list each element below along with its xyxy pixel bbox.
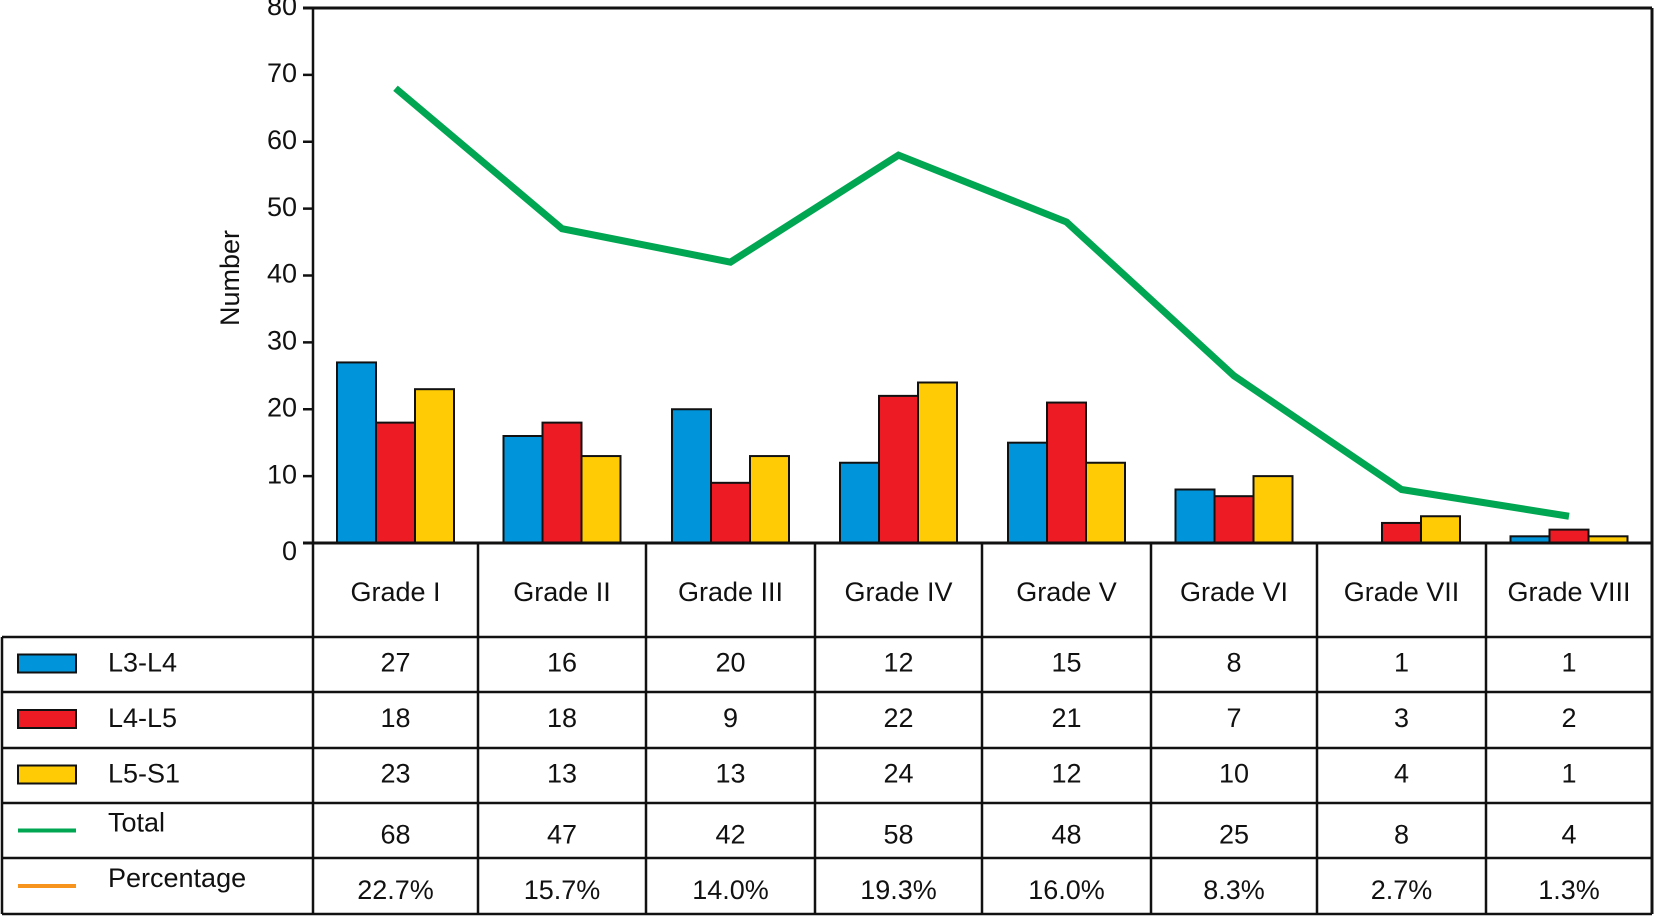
bar-l3-l4-4: [839, 461, 880, 544]
total-line: [393, 85, 1570, 520]
y-tick-label: 20: [267, 392, 297, 422]
legend-swatch-l5-s1: [17, 764, 77, 785]
legend-swatch-l3-l4: [17, 653, 77, 674]
y-tick-label: 40: [267, 259, 297, 289]
table-cell: 16: [547, 648, 577, 678]
bar-l5-s1-7: [1420, 515, 1461, 544]
table-cell: 1: [1561, 759, 1576, 789]
bar-l4-l5-4: [878, 394, 919, 544]
legend-label: L5-S1: [108, 759, 180, 789]
table-cell: 2: [1561, 703, 1576, 733]
table-cell: 13: [547, 759, 577, 789]
table-cell: 8: [1394, 820, 1409, 850]
bar-l4-l5-5: [1046, 401, 1087, 544]
table-cell: 68: [380, 820, 410, 850]
bar-l3-l4-6: [1174, 488, 1216, 544]
category-label: Grade III: [678, 577, 783, 607]
table-cell: 16.0%: [1028, 875, 1105, 905]
category-label: Grade VII: [1344, 577, 1460, 607]
table-cell: 25: [1219, 820, 1249, 850]
table-cell: 42: [715, 820, 745, 850]
table-cell: 21: [1051, 703, 1081, 733]
table-cell: 20: [715, 648, 745, 678]
table-cell: 4: [1561, 820, 1576, 850]
table-cell: 47: [547, 820, 577, 850]
table-cell: 15.7%: [524, 875, 601, 905]
legend-label: L3-L4: [108, 648, 177, 678]
y-tick-label: 50: [267, 192, 297, 222]
table-cell: 1: [1561, 648, 1576, 678]
bar-l4-l5-2: [541, 421, 583, 544]
table-cell: 14.0%: [692, 875, 769, 905]
table-cell: 24: [883, 759, 913, 789]
category-label: Grade I: [350, 577, 440, 607]
bar-l5-s1-1: [414, 388, 455, 544]
y-tick-label: 80: [267, 0, 297, 21]
table-cell: 12: [883, 648, 913, 678]
table-cell: 1: [1394, 648, 1409, 678]
table-cell: 7: [1226, 703, 1241, 733]
table-cell: 58: [883, 820, 913, 850]
table-cell: 27: [380, 648, 410, 678]
bar-l3-l4-3: [671, 408, 712, 544]
table-cell: 4: [1394, 759, 1409, 789]
table-cell: 15: [1051, 648, 1081, 678]
table-cell: 18: [380, 703, 410, 733]
bar-l4-l5-3: [710, 481, 751, 544]
bar-l5-s1-2: [580, 455, 622, 544]
bar-l3-l4-2: [502, 435, 544, 544]
plot-area: 0 10 20 30 40 50 60 70 80 Number: [215, 0, 1654, 914]
bar-l5-s1-4: [917, 381, 958, 544]
bar-l3-l4-5: [1007, 441, 1048, 544]
y-tick-label: 60: [267, 125, 297, 155]
category-label: Grade II: [513, 577, 611, 607]
bar-l3-l4-1: [336, 361, 377, 544]
legend-label: Total: [108, 808, 165, 838]
table-cell: 3: [1394, 703, 1409, 733]
bar-l4-l5-8: [1548, 528, 1590, 544]
table-cell: 1.3%: [1538, 875, 1600, 905]
table-cell: 22: [883, 703, 913, 733]
data-table: Grade I Grade II Grade III Grade IV Grade V G…: [0, 541, 1654, 916]
y-axis-title: Number: [215, 230, 245, 326]
bar-l5-s1-3: [749, 455, 790, 544]
bar-l5-s1-6: [1252, 475, 1294, 544]
legend-label: Percentage: [108, 863, 246, 893]
y-tick-label: 30: [267, 326, 297, 356]
bar-l4-l5-7: [1381, 521, 1422, 544]
table-cell: 18: [547, 703, 577, 733]
table-cell: 9: [723, 703, 738, 733]
legend-label: L4-L5: [108, 703, 177, 733]
category-label: Grade IV: [844, 577, 952, 607]
table-cell: 10: [1219, 759, 1249, 789]
y-tick-label: 10: [267, 459, 297, 489]
table-cell: 19.3%: [860, 875, 937, 905]
category-label: Grade VI: [1180, 577, 1288, 607]
table-cell: 48: [1051, 820, 1081, 850]
bar-l5-s1-5: [1085, 461, 1126, 544]
table-cell: 13: [715, 759, 745, 789]
table-cell: 2.7%: [1371, 875, 1433, 905]
y-tick-label: 0: [282, 536, 297, 566]
bar-l4-l5-6: [1213, 495, 1255, 544]
category-label: Grade V: [1016, 577, 1117, 607]
table-cell: 8: [1226, 648, 1241, 678]
category-label: Grade VIII: [1507, 577, 1630, 607]
y-tick-label: 70: [267, 58, 297, 88]
table-cell: 22.7%: [357, 875, 434, 905]
table-cell: 8.3%: [1203, 875, 1265, 905]
legend-swatch-l4-l5: [17, 709, 77, 729]
table-cell: 23: [380, 759, 410, 789]
bar-l4-l5-1: [375, 421, 416, 544]
table-cell: 12: [1051, 759, 1081, 789]
